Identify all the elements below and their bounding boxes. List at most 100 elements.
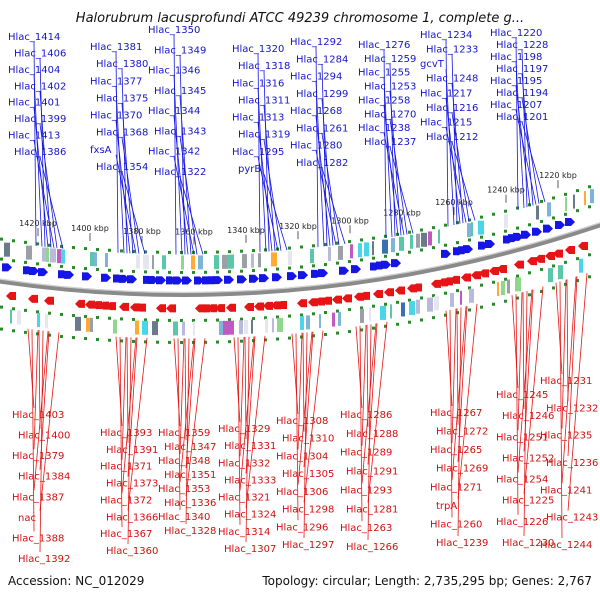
forward-cog-box [391,238,395,253]
reverse-gene-arrow [322,296,332,305]
forward-cog-box [152,255,154,270]
forward-cog-box [584,191,586,206]
reverse-gene-label: Hlac_1260 [430,519,482,530]
guide-dot [96,267,99,271]
reverse-cog-box [272,318,274,333]
forward-gene-label: Hlac_1255 [358,68,410,79]
forward-gene-label: gcvT [420,59,445,70]
guide-dot [372,304,375,308]
reverse-gene-label: Hlac_1366 [106,512,158,523]
forward-gene-arrow [156,276,166,285]
reverse-gene-label: Hlac_1324 [224,510,276,521]
reverse-leader-line [127,337,132,545]
reverse-cog-box [300,316,304,330]
guide-dot [276,337,279,341]
reverse-gene-label: Hlac_1297 [282,540,334,551]
guide-dot [108,316,111,320]
forward-gene-label: Hlac_1228 [496,40,548,51]
guide-dot [360,258,363,262]
forward-gene-arrow [318,269,328,278]
guide-dot [480,235,483,239]
reverse-leader-line [127,337,148,511]
guide-dot [192,270,195,274]
reverse-leader-line [367,324,372,541]
guide-dot [432,316,435,320]
reverse-cog-box [182,321,185,336]
guide-dot [384,234,387,238]
guide-dot [540,289,543,293]
reverse-cog-box [17,310,21,325]
forward-gene-label: Hlac_1216 [426,103,478,114]
guide-dot [432,226,435,230]
guide-dot [576,189,579,193]
forward-gene-label: Hlac_1261 [296,123,348,134]
reverse-gene-label: Hlac_1347 [164,442,216,453]
guide-dot [288,314,291,318]
reverse-gene-arrow [119,302,129,311]
reverse-gene-label: Hlac_1225 [502,496,554,507]
guide-dot [504,277,507,281]
reverse-gene-label: Hlac_1231 [540,376,592,387]
reverse-leader-line [566,279,569,402]
reverse-gene-label: Hlac_1388 [12,533,64,544]
reverse-cog-box [390,304,392,319]
reverse-leader-line [523,286,544,494]
guide-dot [348,330,351,334]
forward-gene-label: Hlac_1299 [296,89,348,100]
forward-cog-box [478,220,484,235]
reverse-leader-line [555,282,563,375]
reverse-leader-line [185,338,190,525]
reverse-gene-arrow [156,304,166,313]
reverse-leader-line [119,336,123,528]
reverse-gene-arrow [578,241,588,250]
guide-dot [276,315,279,319]
reverse-gene-label: Hlac_1263 [340,523,392,534]
forward-leader-line [389,146,414,234]
reverse-gene-label: Hlac_1286 [340,410,392,421]
reverse-leader-line [239,336,255,491]
guide-dot [456,241,459,245]
guide-dot [12,239,15,243]
reverse-leader-line [39,330,44,553]
forward-strand-features [2,189,594,285]
guide-dot [432,294,435,298]
forward-gene-label: Hlac_1342 [148,147,200,158]
forward-gene-arrow [298,271,308,280]
forward-leader-line [321,133,340,245]
reverse-gene-label: Hlac_1288 [346,429,398,440]
guide-dot [480,215,483,219]
reverse-gene-arrow [514,260,524,269]
forward-gene-arrow [532,227,542,236]
guide-dot [216,318,219,322]
guide-dot [312,244,315,248]
guide-dot [24,260,27,264]
guide-dot [132,339,135,343]
guide-dot [384,302,387,306]
reverse-gene-label: Hlac_1272 [436,427,488,438]
forward-gene-label: Hlac_1215 [420,117,472,128]
forward-gene-label: Hlac_1399 [14,114,66,125]
guide-dot [396,252,399,256]
forward-leader-line [383,133,405,235]
reverse-leader-line [517,292,523,431]
forward-gene-arrow [287,272,297,281]
reverse-gene-label: trpA [436,501,457,512]
guide-dot [324,263,327,267]
forward-leader-line [515,109,537,205]
forward-gene-arrow [194,276,204,285]
forward-gene-arrow [339,266,349,275]
forward-cog-box [382,239,388,254]
reverse-leader-line [179,338,185,455]
guide-dot [132,317,135,321]
guide-dot [36,310,39,314]
forward-gene-arrow [463,245,473,254]
guide-dot [552,216,555,220]
forward-gene-label: Hlac_1238 [358,123,410,134]
reverse-cog-box [507,279,510,294]
guide-dot [360,306,363,310]
reverse-gene-arrow [166,304,176,313]
guide-dot [336,309,339,313]
forward-gene-arrow [381,260,391,269]
reverse-gene-label: Hlac_1293 [340,485,392,496]
forward-gene-arrow [351,265,361,274]
